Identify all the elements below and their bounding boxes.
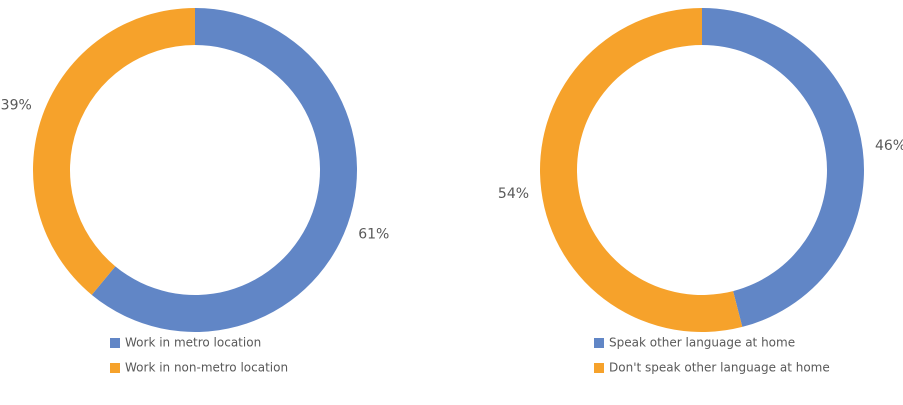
- donut-slice: [539, 8, 743, 332]
- donut-slice: [91, 8, 358, 333]
- legend-label: Work in non-metro location: [125, 361, 288, 375]
- donut-slice: [702, 8, 864, 327]
- legend-swatch: [110, 363, 120, 373]
- data-label: 61%: [358, 226, 389, 242]
- legend-swatch: [594, 338, 604, 348]
- legend-swatch: [110, 338, 120, 348]
- legend-swatch: [594, 363, 604, 373]
- data-label: 46%: [875, 138, 903, 154]
- donut-slice: [33, 8, 196, 295]
- legend-label: Don't speak other language at home: [609, 361, 830, 375]
- data-label: 39%: [1, 98, 32, 114]
- data-label: 54%: [498, 186, 529, 202]
- legend-label: Speak other language at home: [609, 336, 795, 350]
- legend-label: Work in metro location: [125, 336, 261, 350]
